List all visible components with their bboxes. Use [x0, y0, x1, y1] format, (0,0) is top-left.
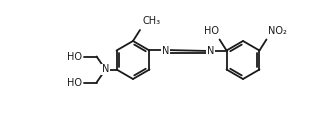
Text: HO: HO: [67, 78, 82, 88]
Text: CH₃: CH₃: [143, 16, 161, 26]
Text: HO: HO: [203, 27, 219, 36]
Text: N: N: [162, 46, 169, 56]
Text: NO₂: NO₂: [268, 27, 287, 36]
Text: N: N: [207, 46, 214, 56]
Text: HO: HO: [67, 51, 82, 62]
Text: N: N: [102, 64, 109, 75]
